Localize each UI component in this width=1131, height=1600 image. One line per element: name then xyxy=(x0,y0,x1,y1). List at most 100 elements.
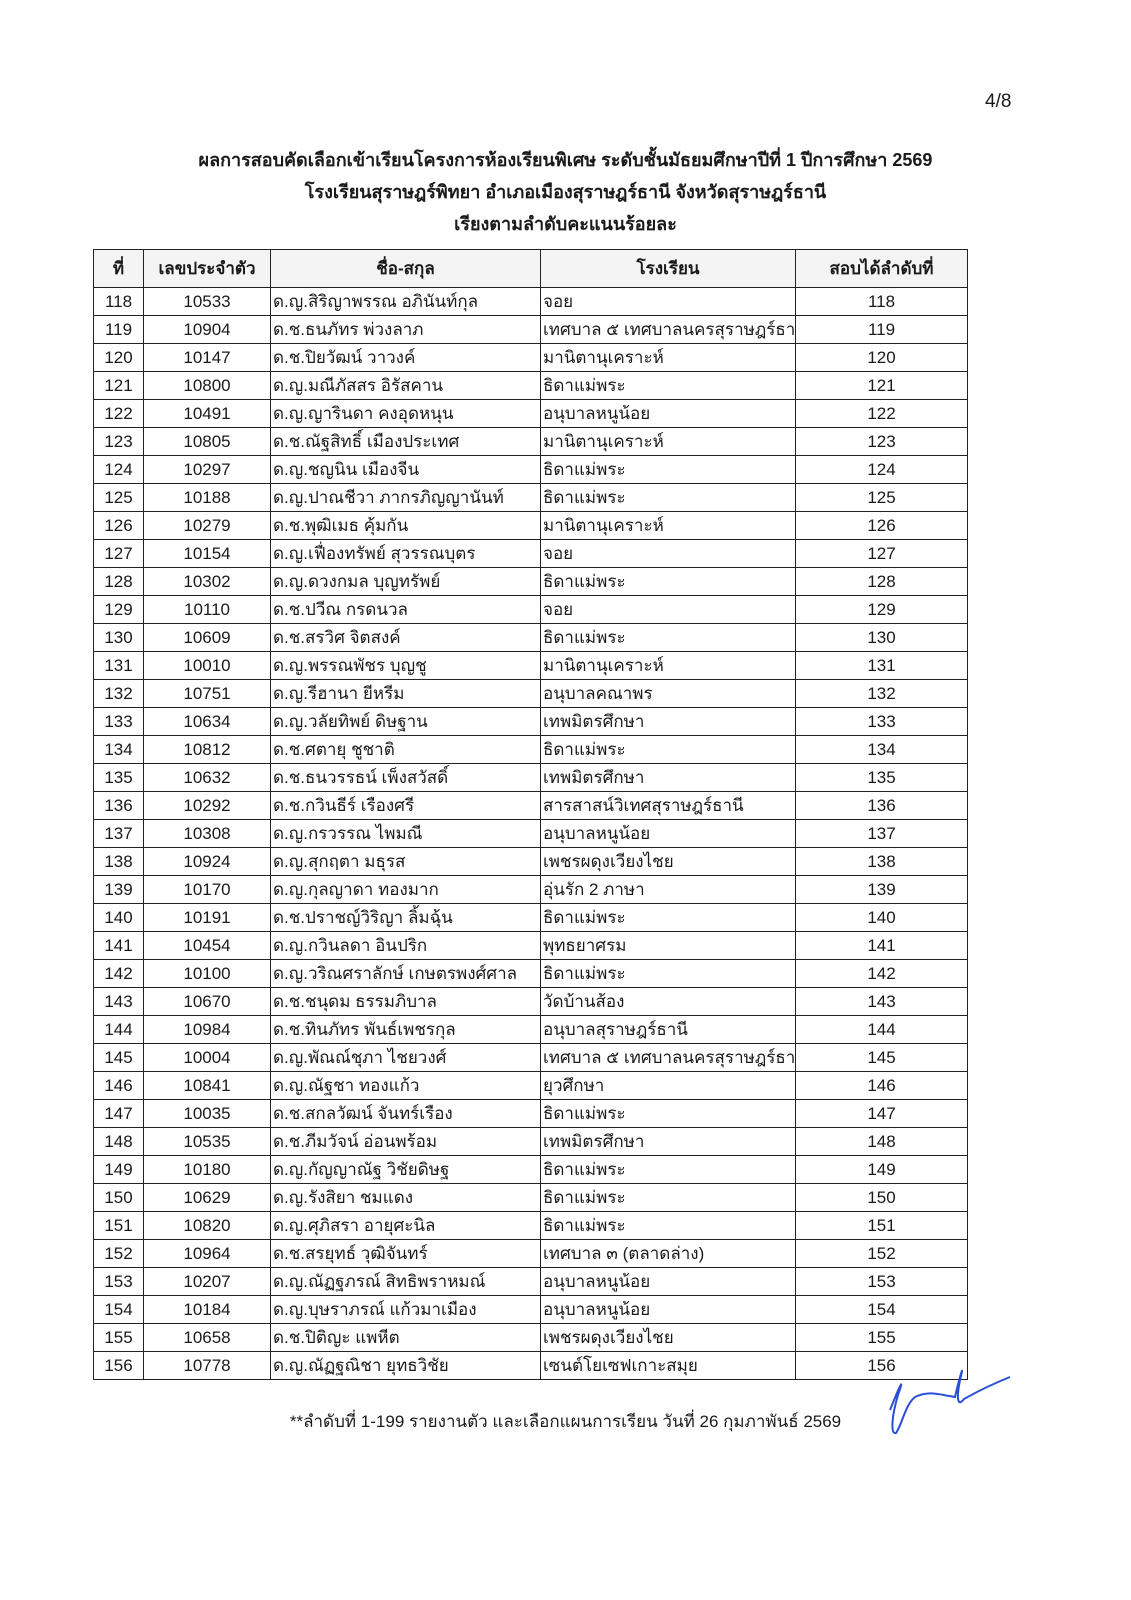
student-id: 10180 xyxy=(143,1155,271,1184)
table-row: 123 10805 ด.ช.ณัฐสิทธิ์ เมืองประเทศ มานิตาน… xyxy=(93,427,968,456)
table-row: 138 10924 ด.ญ.สุกฤตา มธุรส เพชรผดุงเวียงไชย… xyxy=(93,847,968,876)
student-id: 10658 xyxy=(143,1323,271,1352)
rank: 123 xyxy=(795,427,968,456)
school-name: เทพมิตรศึกษา xyxy=(540,707,796,736)
table-row: 141 10454 ด.ญ.กวินลดา อินปริก พุทธยาศรม 141 xyxy=(93,931,968,960)
table-row: 122 10491 ด.ญ.ญารินดา คงอุดหนุน อนุบาลหนูน้… xyxy=(93,399,968,428)
student-name: ด.ญ.กุลญาดา ทองมาก xyxy=(270,875,541,904)
row-number: 143 xyxy=(93,987,144,1016)
row-number: 152 xyxy=(93,1239,144,1268)
rank: 119 xyxy=(795,315,968,344)
school-name: ธิดาแม่พระ xyxy=(540,483,796,512)
row-number: 146 xyxy=(93,1071,144,1100)
student-id: 10629 xyxy=(143,1183,271,1212)
student-name: ด.ช.สกลวัฒน์ จันทร์เรือง xyxy=(270,1099,541,1128)
school-name: จอย xyxy=(540,595,796,624)
rank: 146 xyxy=(795,1071,968,1100)
table-row: 140 10191 ด.ช.ปราชญ์วิริญา ลิ้มฉุ้น ธิดาแม่… xyxy=(93,903,968,932)
student-name: ด.ช.กวินธีร์ เรืองศรี xyxy=(270,791,541,820)
student-id: 10634 xyxy=(143,707,271,736)
rank: 134 xyxy=(795,735,968,764)
row-number: 142 xyxy=(93,959,144,988)
table-row: 130 10609 ด.ช.สรวิศ จิตสงค์ ธิดาแม่พระ 130 xyxy=(93,623,968,652)
school-name: มานิตานุเคราะห์ xyxy=(540,511,796,540)
rank: 137 xyxy=(795,819,968,848)
table-row: 137 10308 ด.ญ.กรวรรณ ไพมณี อนุบาลหนูน้อย 137 xyxy=(93,819,968,848)
rank: 141 xyxy=(795,931,968,960)
student-name: ด.ญ.ชญนิน เมืองจีน xyxy=(270,455,541,484)
student-name: ด.ญ.กรวรรณ ไพมณี xyxy=(270,819,541,848)
school-name: เทศบาล ๓ (ตลาดล่าง) xyxy=(540,1239,796,1268)
table-row: 142 10100 ด.ญ.วริณศราลักษ์ เกษตรพงศ์ศาล ธิด… xyxy=(93,959,968,988)
school-name: ธิดาแม่พระ xyxy=(540,959,796,988)
rank: 135 xyxy=(795,763,968,792)
row-number: 130 xyxy=(93,623,144,652)
student-name: ด.ญ.มณีภัสสร อิรัสคาน xyxy=(270,371,541,400)
table-row: 125 10188 ด.ญ.ปาณชีวา ภากรภิญญานันท์ ธิดาแม… xyxy=(93,483,968,512)
row-number: 150 xyxy=(93,1183,144,1212)
row-number: 139 xyxy=(93,875,144,904)
student-name: ด.ช.สรวิศ จิตสงค์ xyxy=(270,623,541,652)
table-row: 132 10751 ด.ญ.รีฮานา ยีหรีม อนุบาลคณาพร 132 xyxy=(93,679,968,708)
row-number: 118 xyxy=(93,287,144,316)
school-name: ธิดาแม่พระ xyxy=(540,455,796,484)
row-number: 122 xyxy=(93,399,144,428)
table-row: 120 10147 ด.ช.ปิยวัฒน์ วาวงค์ มานิตานุเคราะ… xyxy=(93,343,968,372)
col-header-id: เลขประจำตัว xyxy=(143,249,271,288)
row-number: 145 xyxy=(93,1043,144,1072)
col-header-rank: สอบได้ลำดับที่ xyxy=(795,249,968,288)
student-name: ด.ญ.สิริญาพรรณ อภินันท์กุล xyxy=(270,287,541,316)
table-row: 121 10800 ด.ญ.มณีภัสสร อิรัสคาน ธิดาแม่พระ 1… xyxy=(93,371,968,400)
student-name: ด.ญ.กวินลดา อินปริก xyxy=(270,931,541,960)
student-id: 10964 xyxy=(143,1239,271,1268)
row-number: 148 xyxy=(93,1127,144,1156)
school-name: ยุวศึกษา xyxy=(540,1071,796,1100)
student-name: ด.ช.พุฒิเมธ คุ้มกัน xyxy=(270,511,541,540)
school-name: ธิดาแม่พระ xyxy=(540,1183,796,1212)
results-table: ที่ เลขประจำตัว ชื่อ-สกุล โรงเรียน สอบได… xyxy=(93,249,968,1380)
rank: 126 xyxy=(795,511,968,540)
student-id: 10533 xyxy=(143,287,271,316)
table-row: 151 10820 ด.ญ.ศุภิสรา อายุศะนิล ธิดาแม่พระ 1… xyxy=(93,1211,968,1240)
school-name: จอย xyxy=(540,539,796,568)
rank: 121 xyxy=(795,371,968,400)
student-name: ด.ช.ภีมวัจน์ อ่อนพร้อม xyxy=(270,1127,541,1156)
student-id: 10184 xyxy=(143,1295,271,1324)
table-row: 119 10904 ด.ช.ธนภัทร พ่วงลาภ เทศบาล ๕ เทศบา… xyxy=(93,315,968,344)
document-title: ผลการสอบคัดเลือกเข้าเรียนโครงการห้องเรีย… xyxy=(198,150,933,170)
row-number: 140 xyxy=(93,903,144,932)
row-number: 120 xyxy=(93,343,144,372)
school-name: ธิดาแม่พระ xyxy=(540,735,796,764)
school-name: ธิดาแม่พระ xyxy=(540,623,796,652)
rank: 153 xyxy=(795,1267,968,1296)
student-name: ด.ญ.ณัฏฐณิชา ยุทธวิชัย xyxy=(270,1351,541,1380)
student-id: 10035 xyxy=(143,1099,271,1128)
student-id: 10812 xyxy=(143,735,271,764)
student-id: 10778 xyxy=(143,1351,271,1380)
school-name: ธิดาแม่พระ xyxy=(540,371,796,400)
school-name: เทพมิตรศึกษา xyxy=(540,1127,796,1156)
student-name: ด.ญ.ดวงกมล บุญทรัพย์ xyxy=(270,567,541,596)
table-row: 129 10110 ด.ช.ปวีณ กรดนวล จอย 129 xyxy=(93,595,968,624)
table-row: 146 10841 ด.ญ.ณัฐชา ทองแก้ว ยุวศึกษา 146 xyxy=(93,1071,968,1100)
school-name: อนุบาลหนูน้อย xyxy=(540,819,796,848)
row-number: 136 xyxy=(93,791,144,820)
school-name: ธิดาแม่พระ xyxy=(540,1211,796,1240)
rank: 124 xyxy=(795,455,968,484)
row-number: 119 xyxy=(93,315,144,344)
school-name: มานิตานุเคราะห์ xyxy=(540,343,796,372)
rank: 120 xyxy=(795,343,968,372)
student-name: ด.ญ.วลัยทิพย์ ดิษฐาน xyxy=(270,707,541,736)
student-name: ด.ช.ทินภัทร พันธ์เพชรกุล xyxy=(270,1015,541,1044)
row-number: 138 xyxy=(93,847,144,876)
rank: 138 xyxy=(795,847,968,876)
student-id: 10751 xyxy=(143,679,271,708)
table-row: 124 10297 ด.ญ.ชญนิน เมืองจีน ธิดาแม่พระ 124 xyxy=(93,455,968,484)
row-number: 131 xyxy=(93,651,144,680)
school-name: อนุบาลสุราษฎร์ธานี xyxy=(540,1015,796,1044)
school-name: วัดบ้านส้อง xyxy=(540,987,796,1016)
student-name: ด.ญ.วริณศราลักษ์ เกษตรพงศ์ศาล xyxy=(270,959,541,988)
school-name: อนุบาลคณาพร xyxy=(540,679,796,708)
rank: 131 xyxy=(795,651,968,680)
school-name: อนุบาลหนูน้อย xyxy=(540,1295,796,1324)
